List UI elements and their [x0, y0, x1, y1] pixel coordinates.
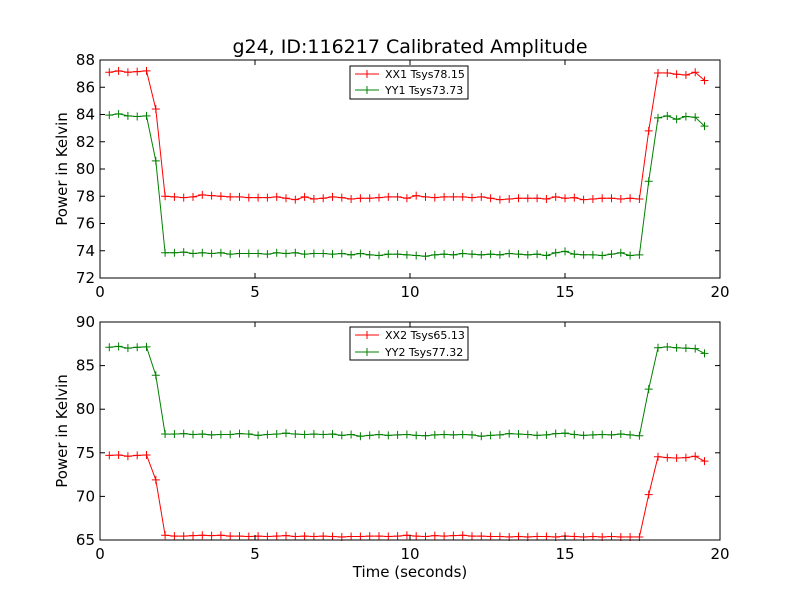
bottom-y-axis-label: Power in Kelvin: [53, 374, 71, 488]
bottom-legend: XX2 Tsys65.13 YY2 Tsys77.32: [350, 327, 468, 360]
top-legend: XX1 Tsys78.15 YY1 Tsys73.73: [350, 66, 468, 99]
legend-label-xx1: XX1 Tsys78.15: [385, 68, 465, 81]
y-tick-label: 88: [76, 51, 95, 69]
y-tick-label: 80: [76, 160, 95, 178]
y-tick-label: 72: [76, 269, 95, 287]
x-tick-label: 10: [400, 283, 419, 301]
top-y-axis-label: Power in Kelvin: [53, 112, 71, 226]
y-tick-label: 90: [76, 313, 95, 331]
x-tick-label: 20: [710, 545, 729, 563]
x-tick-label: 15: [555, 545, 574, 563]
chart-title: g24, ID:116217 Calibrated Amplitude: [232, 36, 587, 58]
y-tick-label: 75: [76, 444, 95, 462]
x-tick-label: 10: [400, 545, 419, 563]
legend-label-xx2: XX2 Tsys65.13: [385, 329, 465, 342]
y-tick-label: 78: [76, 187, 95, 205]
x-tick-label: 15: [555, 283, 574, 301]
x-tick-label: 5: [250, 545, 260, 563]
x-tick-label: 5: [250, 283, 260, 301]
y-tick-label: 74: [76, 242, 95, 260]
bottom-x-axis-label: Time (seconds): [352, 563, 468, 581]
x-tick-label: 0: [95, 283, 105, 301]
y-tick-label: 76: [76, 215, 95, 233]
y-tick-label: 65: [76, 531, 95, 549]
x-tick-label: 20: [710, 283, 729, 301]
y-tick-label: 86: [76, 78, 95, 96]
y-tick-label: 85: [76, 357, 95, 375]
legend-label-yy2: YY2 Tsys77.32: [384, 346, 463, 359]
legend-label-yy1: YY1 Tsys73.73: [384, 84, 463, 97]
y-tick-label: 80: [76, 400, 95, 418]
y-tick-label: 70: [76, 487, 95, 505]
y-tick-label: 82: [76, 133, 95, 151]
x-tick-label: 0: [95, 545, 105, 563]
y-tick-label: 84: [76, 106, 95, 124]
